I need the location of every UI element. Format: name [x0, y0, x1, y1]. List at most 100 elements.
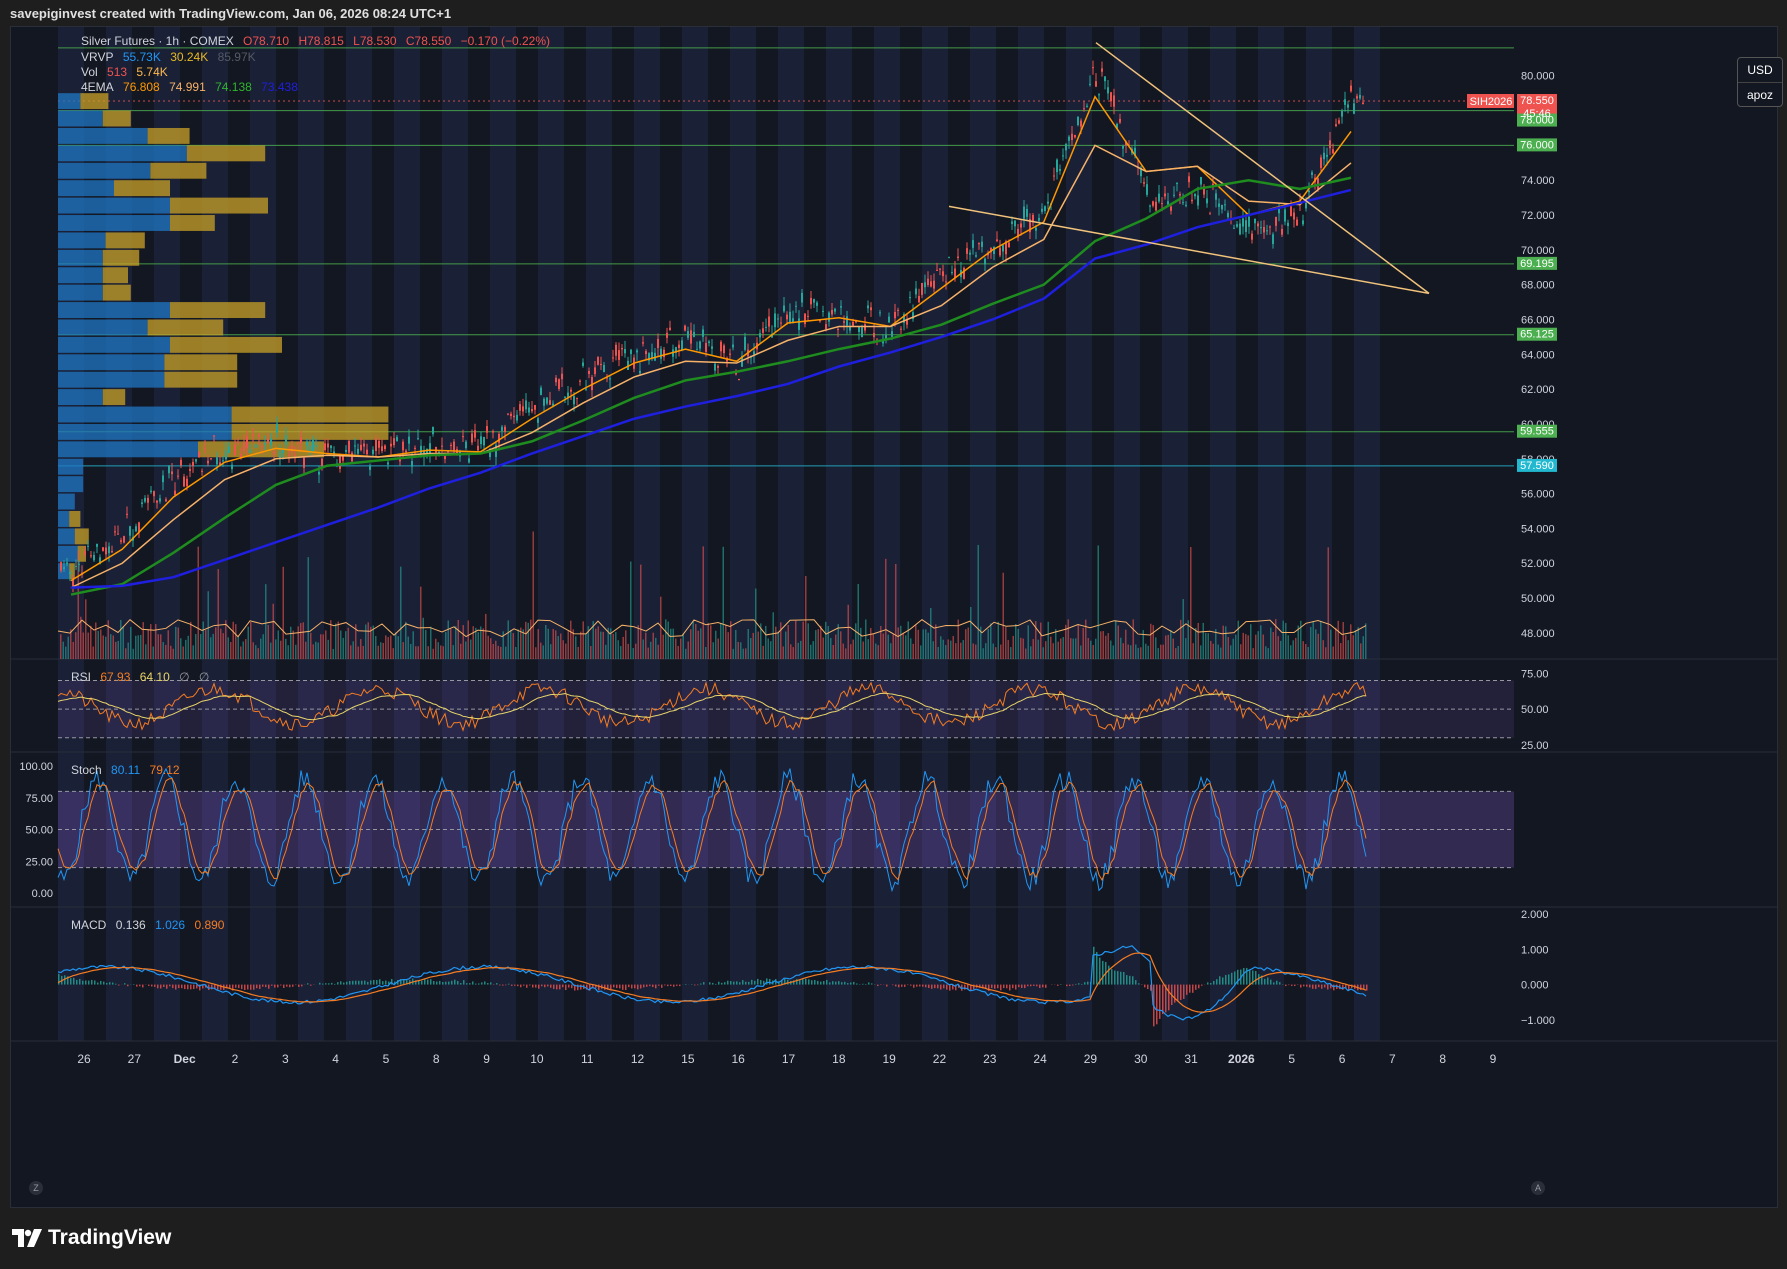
volume-bar [647, 647, 649, 659]
candle-body [408, 436, 410, 444]
vrvp-legend[interactable]: VRVP 55.73K 30.24K 85.97K [81, 50, 262, 64]
price-level-badge [1517, 138, 1557, 152]
candle-body [540, 387, 542, 395]
macd-histogram-bar [598, 984, 600, 991]
candle-body [624, 349, 626, 354]
volume-bar [1160, 644, 1162, 659]
volume-bar [665, 619, 667, 659]
macd-histogram-bar [1288, 984, 1290, 986]
price-level-badge-label: 59.555 [1520, 426, 1554, 438]
stoch-legend[interactable]: Stoch 80.11 79.12 [71, 763, 186, 777]
volume-bar [1342, 622, 1344, 659]
auto-scale-button[interactable]: A [1531, 1181, 1545, 1195]
candle-body [210, 458, 212, 460]
candle-body [177, 475, 179, 477]
price-axis-tick: 68.000 [1521, 280, 1555, 292]
macd-histogram-bar [1024, 984, 1026, 989]
candle-body [270, 438, 272, 446]
macd-histogram-bar [574, 984, 576, 991]
macd-histogram-bar [721, 982, 723, 985]
candle-body [411, 461, 413, 467]
volume-bar [832, 644, 834, 659]
vol-legend[interactable]: Vol 513 5.74K [81, 65, 174, 79]
volume-bar [1127, 644, 1129, 659]
candle-body [564, 396, 566, 398]
volume-bar [585, 633, 587, 659]
volume-bar [1285, 622, 1287, 659]
macd-histogram-bar [619, 984, 621, 989]
volume-bar [895, 563, 897, 659]
macd-histogram-bar [1291, 984, 1293, 986]
volume-profile-buy-bar [58, 284, 103, 301]
candle-body [1113, 95, 1115, 107]
candle-body [1125, 141, 1127, 146]
macd-histogram-bar [214, 984, 216, 989]
macd-histogram-bar [637, 984, 639, 990]
currency-account[interactable]: apoz [1738, 82, 1782, 107]
volume-bar [692, 620, 694, 659]
volume-profile-sell-bar [170, 302, 266, 318]
volume-bar [805, 575, 807, 659]
macd-histogram-bar [1255, 971, 1257, 985]
macd-histogram-bar [1243, 967, 1245, 985]
candle-body [1176, 182, 1178, 184]
chart-frame[interactable]: 80.00078.00076.00074.00072.00070.00068.0… [10, 26, 1783, 1208]
candle-body [888, 316, 890, 323]
volume-bar [1050, 636, 1052, 659]
candle-body [522, 406, 524, 412]
macd-legend[interactable]: MACD 0.136 1.026 0.890 [71, 918, 230, 932]
candle-body [474, 430, 476, 438]
volume-bar [115, 641, 117, 659]
volume-bar [520, 627, 522, 659]
macd-histogram-bar [565, 984, 567, 991]
session-band [346, 27, 372, 1041]
currency-code[interactable]: USD [1747, 63, 1773, 77]
macd-histogram-bar [550, 984, 552, 988]
volume-bar [137, 635, 139, 659]
macd-histogram-bar [208, 984, 210, 991]
volume-bar [522, 629, 524, 659]
zoom-button[interactable]: Z [29, 1181, 43, 1195]
volume-bar [1062, 637, 1064, 659]
macd-histogram-bar [1186, 984, 1188, 995]
volume-bar [1300, 620, 1302, 659]
macd-histogram-bar [709, 982, 711, 985]
rsi-legend[interactable]: RSI 67.93 64.10 ∅ ∅ [71, 670, 215, 684]
candle-body [60, 562, 62, 571]
macd-histogram-bar [373, 979, 375, 985]
ema-legend[interactable]: 4EMA 76.808 74.991 74.138 73.438 [81, 80, 304, 94]
volume-bar [250, 621, 252, 659]
candle-body [804, 313, 806, 325]
macd-histogram-bar [697, 984, 699, 986]
volume-bar [410, 643, 412, 659]
volume-profile-sell-bar [102, 284, 131, 301]
candle-body [933, 280, 935, 289]
chart-canvas[interactable]: 80.00078.00076.00074.00072.00070.00068.0… [11, 27, 1777, 1207]
volume-bar [97, 630, 99, 659]
volume-bar [572, 629, 574, 659]
currency-selector[interactable]: USD apoz [1737, 57, 1783, 107]
volume-bar [485, 613, 487, 659]
macd-value: 1.026 [155, 918, 186, 932]
macd-histogram-bar [679, 984, 681, 987]
volume-bar [402, 642, 404, 659]
macd-histogram-bar [472, 981, 474, 985]
volume-bar [1340, 643, 1342, 659]
volume-bar [87, 632, 89, 659]
candle-body [444, 453, 446, 460]
candle-body [837, 328, 839, 331]
volume-bar [747, 628, 749, 659]
volume-bar [527, 622, 529, 659]
volume-bar [1085, 619, 1087, 659]
volume-bar [1205, 633, 1207, 659]
macd-histogram-bar [1363, 984, 1365, 990]
macd-histogram-bar [166, 984, 168, 989]
time-axis-label: 24 [1033, 1052, 1047, 1066]
candle-body [942, 271, 944, 277]
volume-bar [1327, 547, 1329, 659]
macd-histogram-bar [1303, 984, 1305, 987]
volume-bar [270, 642, 272, 659]
volume-bar [810, 644, 812, 659]
candle-body [450, 444, 452, 446]
macd-histogram-bar [364, 980, 366, 985]
